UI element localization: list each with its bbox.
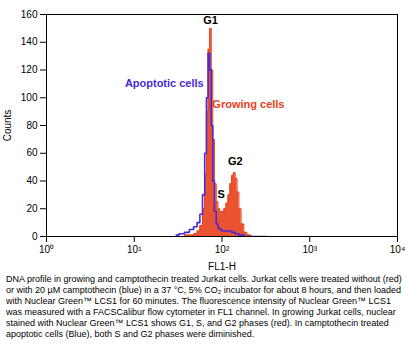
svg-text:S: S — [218, 188, 225, 200]
svg-text:10⁴: 10⁴ — [390, 244, 405, 255]
svg-text:60: 60 — [26, 147, 38, 158]
svg-text:Counts: Counts — [2, 110, 13, 142]
svg-text:100: 100 — [21, 92, 38, 103]
svg-text:Apoptotic cells: Apoptotic cells — [125, 77, 204, 89]
svg-text:120: 120 — [21, 64, 38, 75]
svg-text:10⁰: 10⁰ — [39, 244, 54, 255]
svg-text:Growing cells: Growing cells — [212, 98, 284, 110]
svg-text:FL1-H: FL1-H — [208, 261, 236, 272]
svg-text:G2: G2 — [228, 155, 243, 167]
svg-text:10¹: 10¹ — [127, 244, 142, 255]
svg-text:G1: G1 — [203, 14, 218, 26]
svg-text:10³: 10³ — [303, 244, 318, 255]
svg-text:0: 0 — [32, 231, 38, 242]
html-text:DNA profile in growing and cam: DNA profile in growing and camptothecin … — [6, 274, 402, 339]
svg-text:10²: 10² — [215, 244, 230, 255]
svg-text:140: 140 — [21, 36, 38, 47]
svg-text:160: 160 — [21, 9, 38, 20]
svg-text:80: 80 — [26, 120, 38, 131]
svg-text:20: 20 — [26, 203, 38, 214]
svg-text:40: 40 — [26, 175, 38, 186]
